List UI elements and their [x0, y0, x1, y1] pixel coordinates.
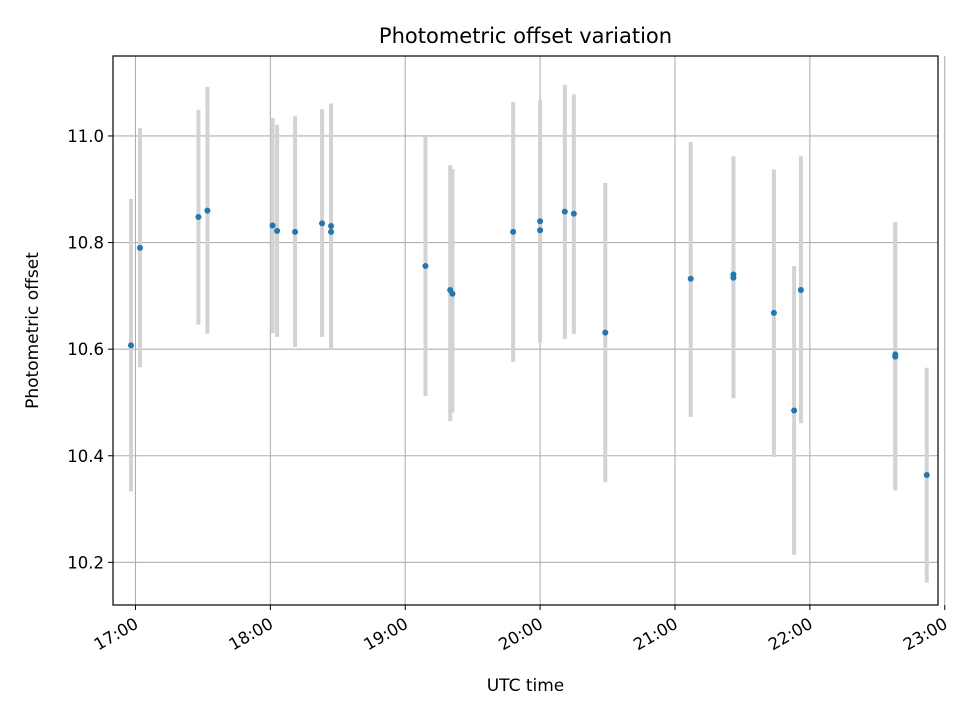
- data-point: [328, 228, 335, 235]
- y-tick-label: 10.8: [67, 234, 104, 253]
- y-tick-label: 11.0: [67, 127, 104, 146]
- y-axis-label: Photometric offset: [23, 252, 43, 409]
- data-point: [136, 244, 143, 251]
- x-axis-label: UTC time: [487, 676, 565, 696]
- data-point: [204, 207, 211, 214]
- data-point: [797, 286, 804, 293]
- data-point: [292, 228, 299, 235]
- y-tick-label: 10.2: [67, 553, 104, 572]
- data-point: [328, 223, 335, 230]
- data-point: [274, 227, 281, 234]
- data-point: [923, 471, 930, 478]
- data-point: [602, 329, 609, 336]
- plot-frame: [112, 55, 939, 606]
- data-point: [537, 227, 544, 234]
- data-point: [537, 218, 544, 225]
- data-point: [449, 290, 456, 297]
- data-point: [687, 275, 694, 282]
- data-point: [892, 353, 899, 360]
- data-point: [561, 208, 568, 215]
- data-point: [269, 222, 276, 229]
- data-point: [570, 210, 577, 217]
- y-tick-label: 10.6: [67, 340, 104, 359]
- data-point: [127, 342, 134, 349]
- chart-title: Photometric offset variation: [379, 24, 672, 48]
- data-point: [770, 309, 777, 316]
- y-tick-label: 10.4: [67, 447, 104, 466]
- data-point: [319, 220, 326, 227]
- data-point: [195, 213, 202, 220]
- data-point: [730, 274, 737, 281]
- y-axis: 10.2 10.4 10.6 10.8 11.0: [67, 127, 113, 572]
- data-point: [422, 263, 429, 270]
- data-point: [510, 228, 517, 235]
- data-points: [127, 207, 930, 478]
- data-point: [791, 407, 798, 414]
